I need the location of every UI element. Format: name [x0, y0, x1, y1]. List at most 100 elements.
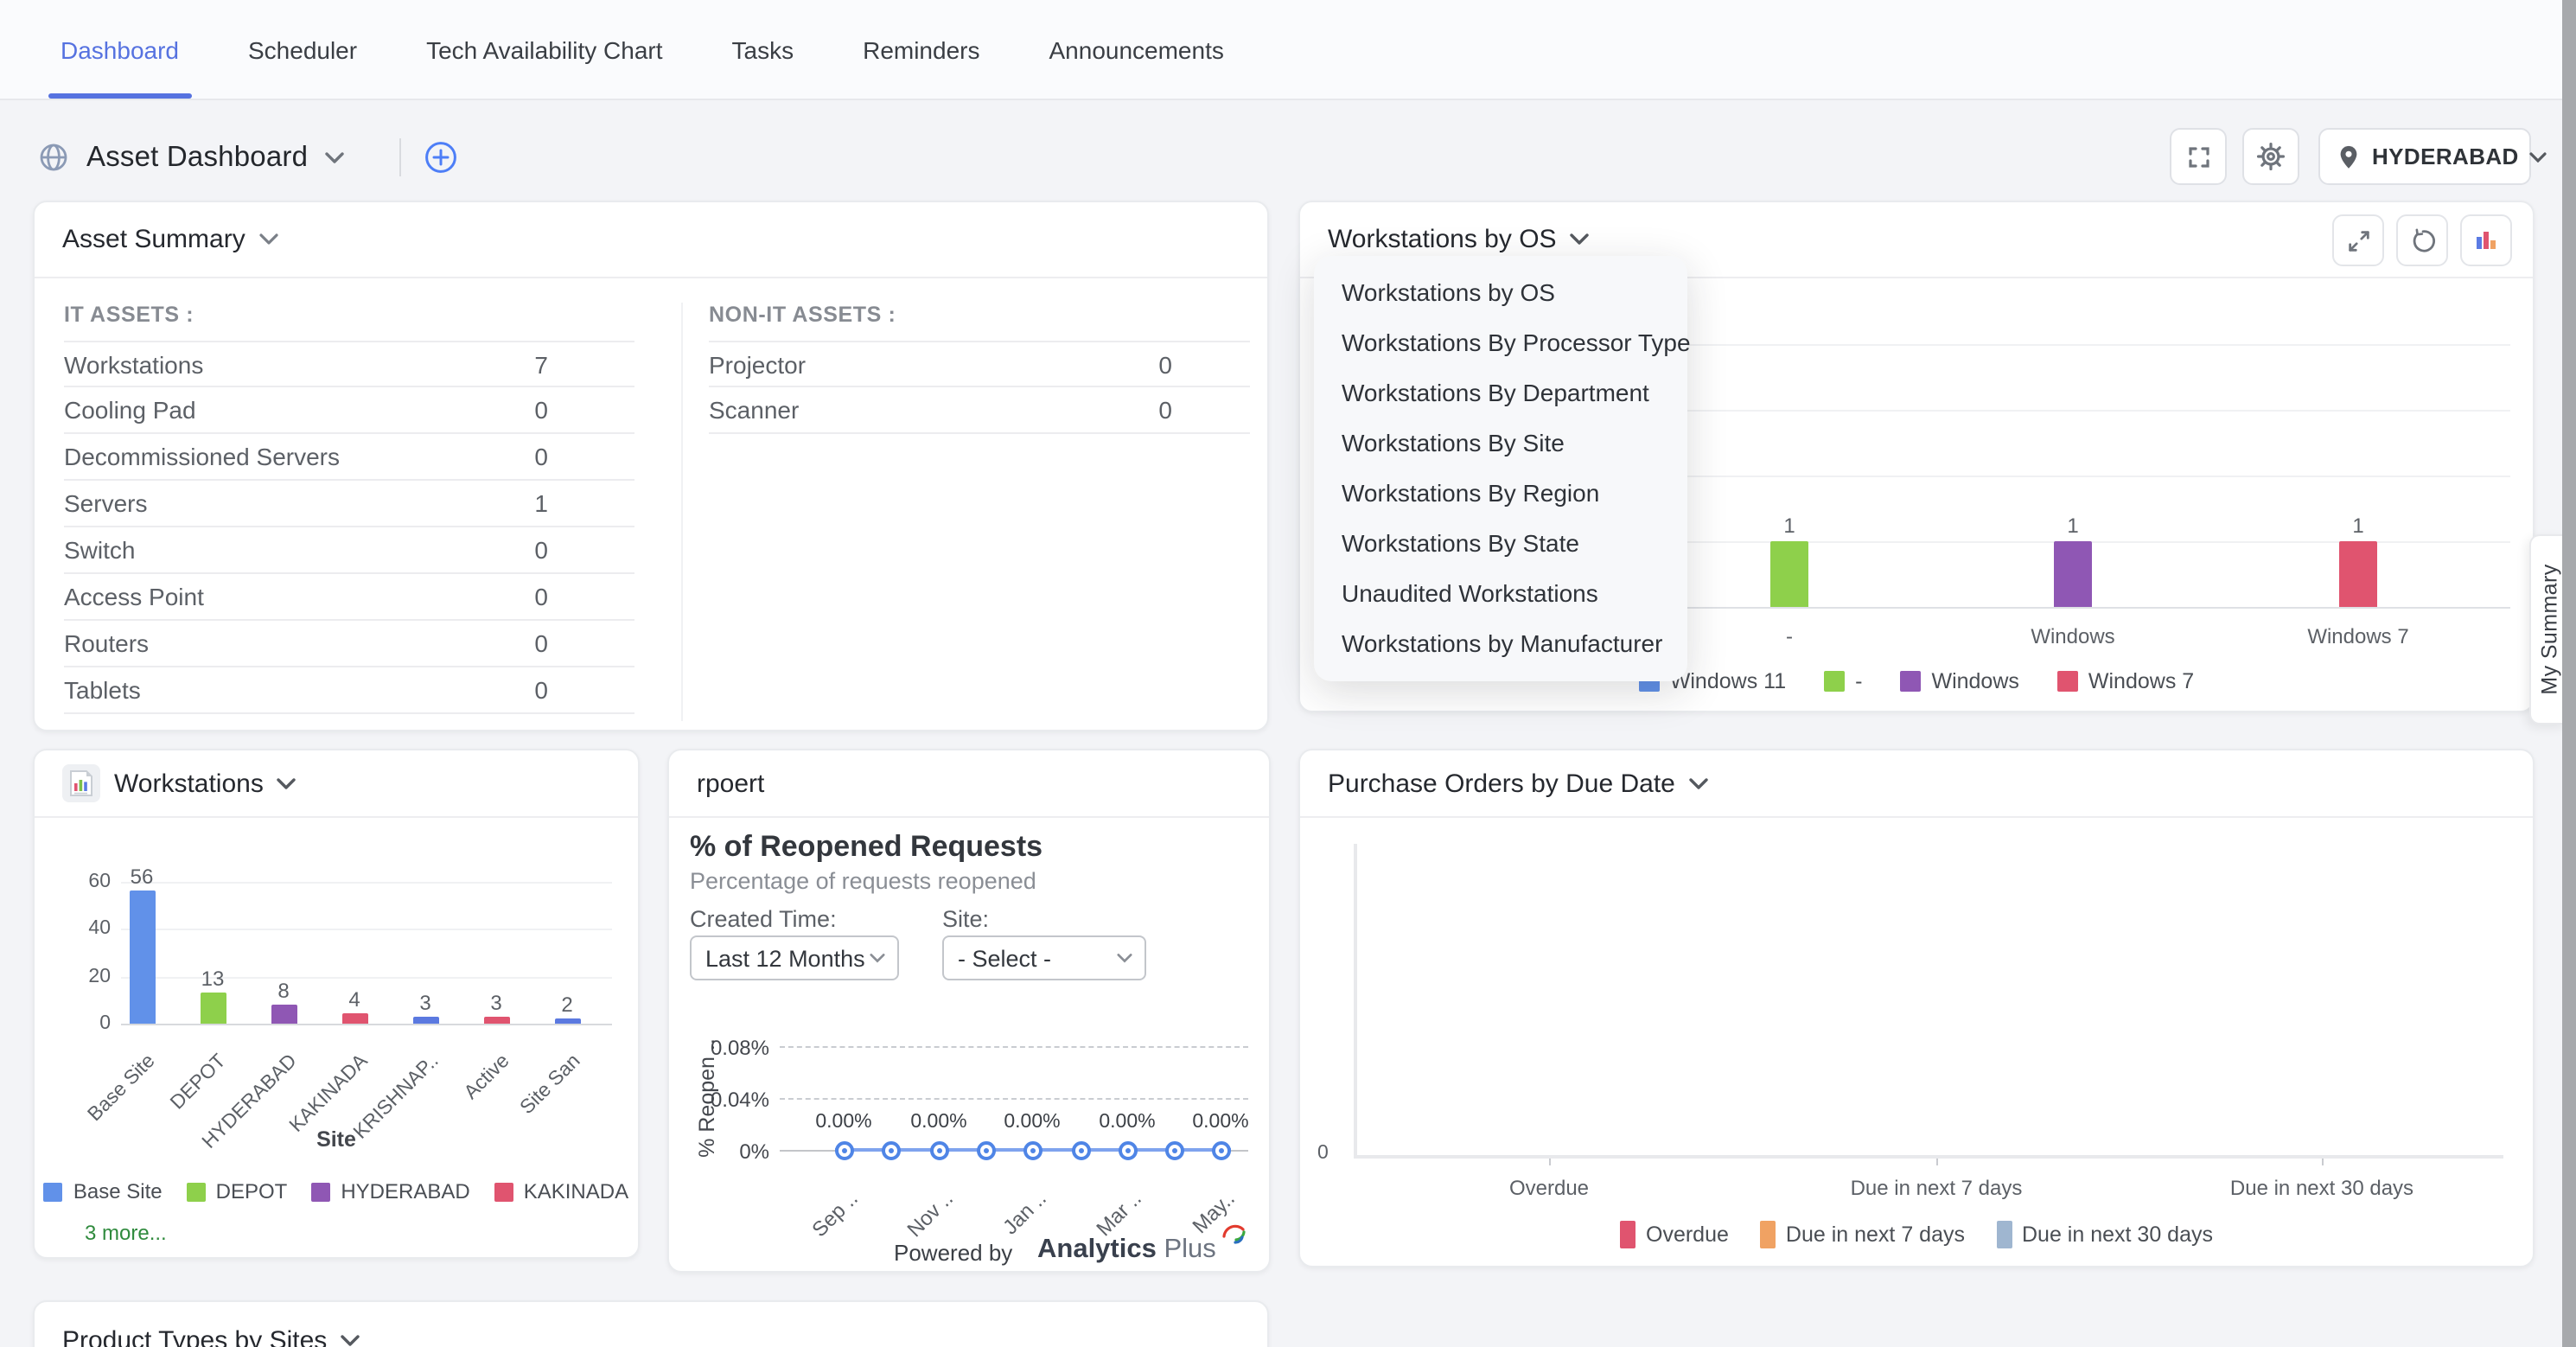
legend-more-link[interactable]: 3 more... [85, 1221, 167, 1245]
x-label: Site San [517, 1050, 585, 1119]
workstations-header: Workstations [35, 750, 638, 818]
chevron-down-icon [1570, 233, 1590, 246]
header-divider [399, 138, 401, 176]
y-tick: 0 [1317, 1143, 1329, 1164]
card-title-dropdown[interactable]: Purchase Orders by Due Date [1328, 769, 1675, 798]
non-it-assets-table: Projector 0 Scanner 0 [709, 341, 1250, 434]
chevron-down-icon [2529, 151, 2547, 162]
chart-selector-menu: Workstations by OS Workstations By Proce… [1314, 256, 1691, 681]
gridline [1331, 476, 2510, 477]
tab-announcements[interactable]: Announcements [1049, 35, 1224, 63]
it-assets-table: Workstations 7 Cooling Pad 0 Decommissione… [64, 341, 634, 714]
vertical-scrollbar[interactable] [2562, 0, 2576, 1347]
x-label: Jan .. [998, 1186, 1051, 1240]
bar [200, 993, 226, 1024]
card-title-dropdown[interactable]: Product Types by Sites [62, 1325, 328, 1347]
legend-item[interactable]: HYDERABAD [311, 1179, 470, 1203]
tab-reminders[interactable]: Reminders [863, 35, 980, 63]
legend-item[interactable]: Windows [1900, 669, 2019, 693]
tab-dashboard[interactable]: Dashboard [48, 0, 190, 99]
workstations-by-os-header: Workstations by OS [1300, 202, 2533, 278]
tab-scheduler[interactable]: Scheduler [248, 35, 358, 63]
site-label: Site: [942, 906, 990, 932]
chart-legend: Overdue Due in next 7 days Due in next 3… [1300, 1221, 2533, 1248]
non-it-assets-label: NON-IT ASSETS : [709, 303, 896, 327]
asset-summary-header[interactable]: Asset Summary [35, 202, 1267, 278]
chevron-down-icon [277, 777, 296, 789]
workstations-card: Workstations 60 40 20 0 56 13 8 4 3 3 2 … [33, 749, 640, 1259]
fullscreen-icon [2184, 143, 2212, 170]
y-tick: 60 [88, 871, 111, 892]
legend-item[interactable]: Due in next 30 days [1996, 1221, 2213, 1248]
legend-item[interactable]: Overdue [1620, 1221, 1729, 1248]
chevron-down-icon [341, 1334, 360, 1346]
gridline [1331, 344, 2510, 346]
card-title: rpoert [697, 769, 765, 798]
bar-value: 2 [561, 993, 573, 1017]
page-title: Asset Dashboard [86, 141, 309, 172]
fullscreen-button[interactable] [2170, 128, 2227, 185]
menu-item[interactable]: Workstations By Site [1342, 429, 1565, 456]
add-dashboard-button[interactable] [424, 140, 458, 175]
site-select[interactable]: - Select - [942, 935, 1146, 980]
globe-icon [38, 142, 69, 173]
created-time-select[interactable]: Last 12 Months [690, 935, 899, 980]
my-summary-tab[interactable]: My Summary [2529, 534, 2567, 725]
data-point [1023, 1140, 1042, 1159]
expand-widget-button[interactable] [2332, 214, 2384, 266]
site-selector-button[interactable]: HYDERABAD [2318, 128, 2547, 185]
report-subtitle: Percentage of requests reopened [690, 868, 1036, 894]
menu-item[interactable]: Workstations By Region [1342, 479, 1600, 507]
card-title-dropdown[interactable]: Workstations [114, 769, 264, 798]
expand-icon [2345, 227, 2371, 253]
card-title-dropdown[interactable]: Workstations by OS [1328, 225, 1557, 254]
bar [483, 1017, 509, 1024]
category-label: Due in next 7 days [1850, 1176, 2023, 1200]
y-axis [1354, 844, 1357, 1155]
gridline [1331, 410, 2510, 412]
data-point [1211, 1140, 1230, 1159]
point-label: 0.00% [1192, 1112, 1249, 1133]
tab-tech-availability-chart[interactable]: Tech Availability Chart [426, 35, 663, 63]
gridline [121, 929, 612, 930]
bar [412, 1017, 438, 1024]
menu-item[interactable]: Workstations By Department [1342, 379, 1649, 406]
data-point [929, 1140, 948, 1159]
tab-tasks[interactable]: Tasks [731, 35, 794, 63]
menu-item[interactable]: Workstations by Manufacturer [1342, 629, 1663, 657]
legend-item[interactable]: KAKINADA [494, 1179, 628, 1203]
menu-item[interactable]: Workstations by OS [1342, 278, 1555, 306]
chart-legend: Windows 11 - Windows Windows 7 [1300, 669, 2533, 693]
bar-value: 56 [130, 865, 154, 889]
legend-item[interactable]: Windows 11 [1638, 669, 1786, 693]
location-pin-icon [2336, 143, 2362, 170]
legend-item[interactable]: Base Site [43, 1179, 163, 1203]
site-selector-value: HYDERABAD [2372, 144, 2519, 169]
point-label: 0.00% [910, 1112, 967, 1133]
settings-button[interactable] [2242, 128, 2299, 185]
gridline-dashed [780, 1098, 1248, 1100]
refresh-widget-button[interactable] [2396, 214, 2448, 266]
tick-mark [1936, 1159, 1938, 1165]
dashboard-title-dropdown[interactable]: Asset Dashboard [38, 128, 344, 187]
chevron-down-icon [1689, 777, 1708, 789]
bar [129, 891, 155, 1024]
column-divider [681, 303, 683, 721]
legend-item[interactable]: DEPOT [186, 1179, 287, 1203]
category-label: - [1786, 624, 1793, 648]
product-types-header: Product Types by Sites [35, 1302, 1267, 1347]
legend-item[interactable]: - [1824, 669, 1862, 693]
legend-item[interactable]: Due in next 7 days [1759, 1221, 1965, 1248]
table-row: Servers 1 [64, 481, 634, 527]
menu-item[interactable]: Unaudited Workstations [1342, 579, 1598, 607]
data-point [1164, 1140, 1183, 1159]
x-label: Nov .. [902, 1186, 958, 1242]
menu-item[interactable]: Workstations By Processor Type [1342, 329, 1691, 356]
table-row: Decommissioned Servers 0 [64, 434, 634, 481]
chart-type-button[interactable] [2460, 214, 2512, 266]
legend-item[interactable]: Windows 7 [2056, 669, 2194, 693]
menu-item[interactable]: Workstations By State [1342, 529, 1579, 557]
y-tick: 40 [88, 918, 111, 939]
table-row: Scanner 0 [709, 387, 1250, 434]
analytics-plus-logo: Analytics Plus [1037, 1235, 1216, 1264]
